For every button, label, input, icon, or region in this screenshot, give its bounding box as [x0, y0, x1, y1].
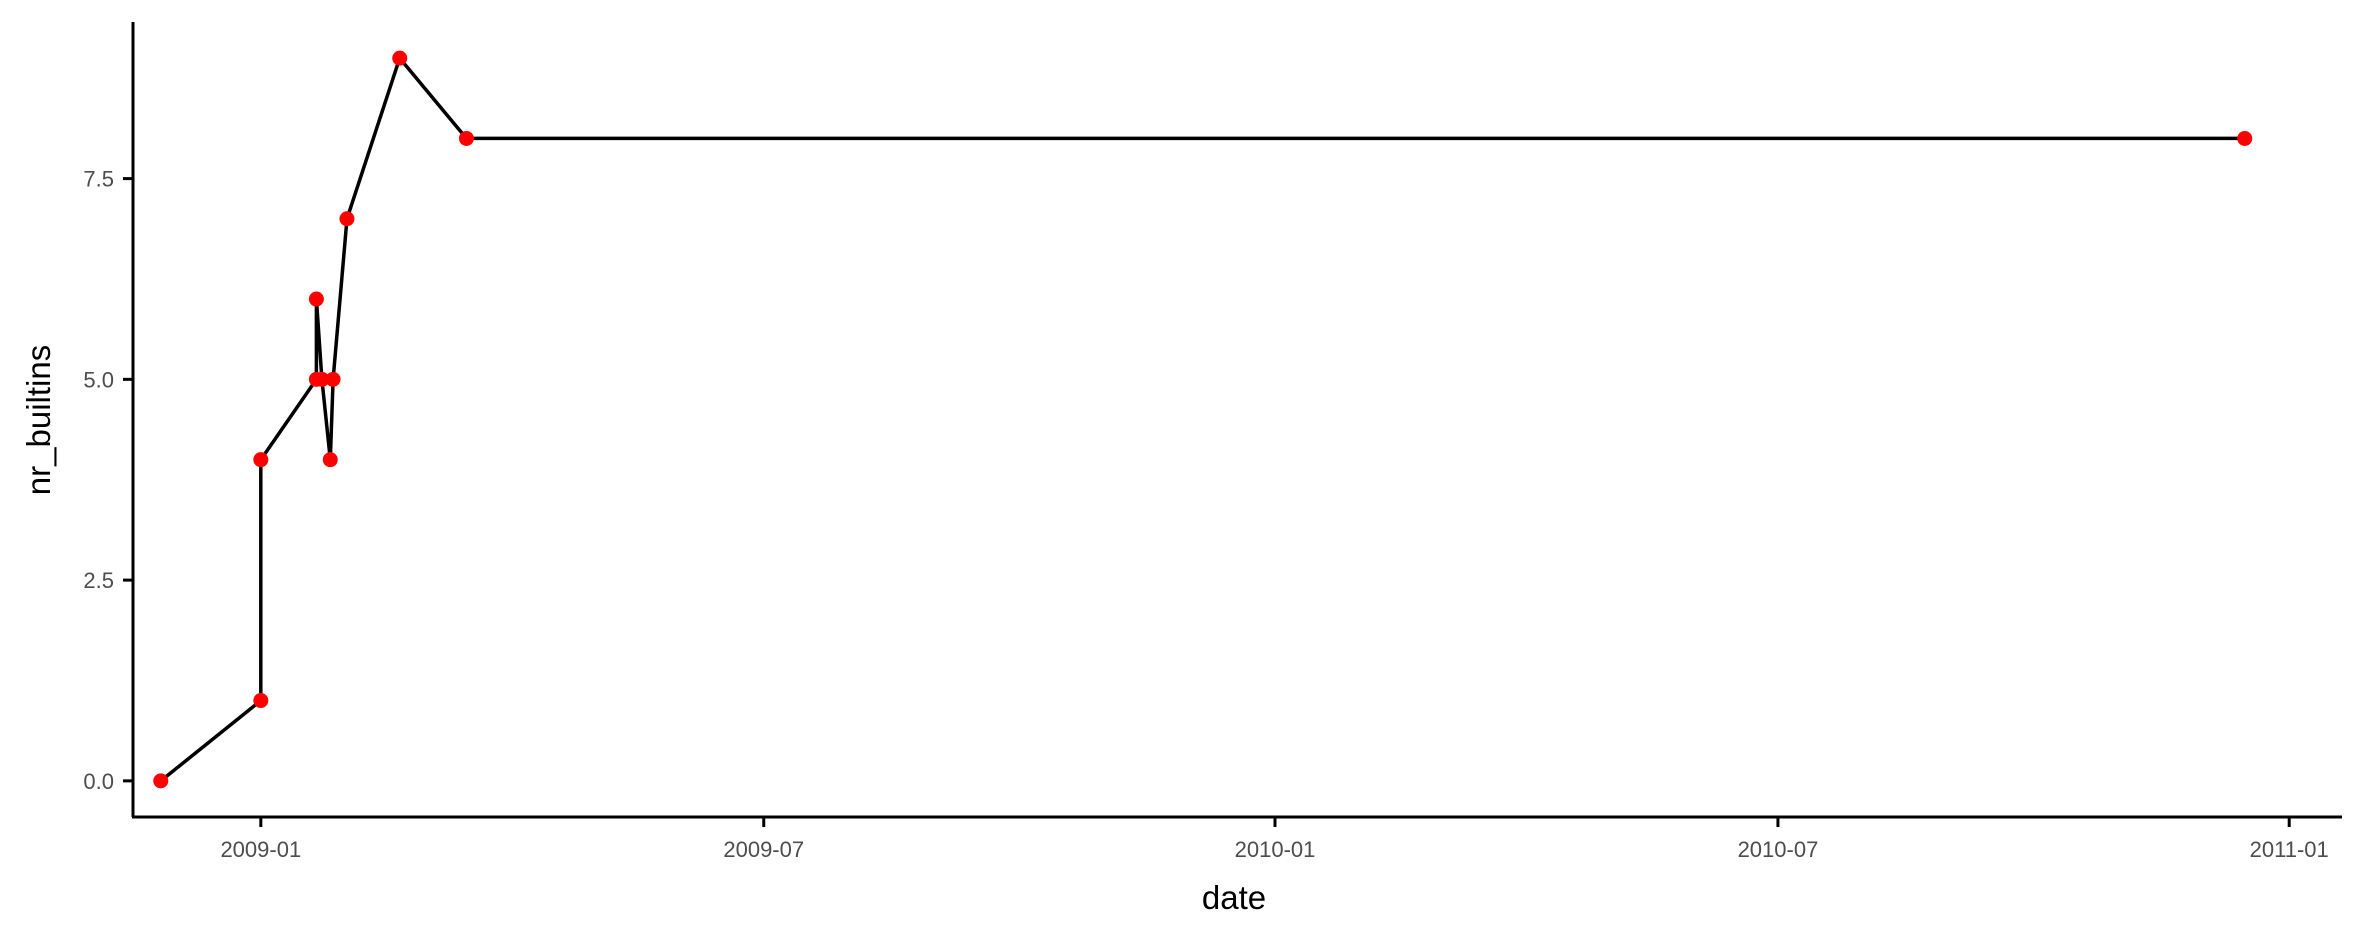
- data-points: [153, 50, 2253, 789]
- y-axis-title: nr_builtins: [20, 345, 57, 495]
- y-tick-label: 5.0: [83, 367, 114, 392]
- data-point: [325, 371, 341, 387]
- data-point: [458, 130, 474, 146]
- data-point: [253, 693, 269, 709]
- data-point: [392, 50, 408, 66]
- y-tick-label: 7.5: [83, 167, 114, 192]
- data-point: [339, 211, 355, 227]
- data-point: [2237, 130, 2253, 146]
- data-point: [308, 291, 324, 307]
- data-point: [322, 452, 338, 468]
- data-point: [253, 452, 269, 468]
- y-axis-ticks: 0.0 2.5 5.0 7.5: [83, 167, 133, 794]
- y-tick-label: 2.5: [83, 568, 114, 593]
- y-tick-label: 0.0: [83, 769, 114, 794]
- x-tick-label: 2010-01: [1235, 837, 1316, 862]
- x-axis-ticks: 2009-01 2009-07 2010-01 2010-07 2011-01: [220, 817, 2329, 862]
- x-tick-label: 2010-07: [1738, 837, 1819, 862]
- series-line: [159, 56, 2245, 783]
- data-point: [314, 371, 330, 387]
- data-point: [153, 773, 169, 789]
- x-axis-title: date: [1202, 879, 1266, 916]
- x-tick-label: 2009-01: [220, 837, 301, 862]
- x-tick-label: 2009-07: [723, 837, 804, 862]
- x-tick-label: 2011-01: [2250, 837, 2329, 862]
